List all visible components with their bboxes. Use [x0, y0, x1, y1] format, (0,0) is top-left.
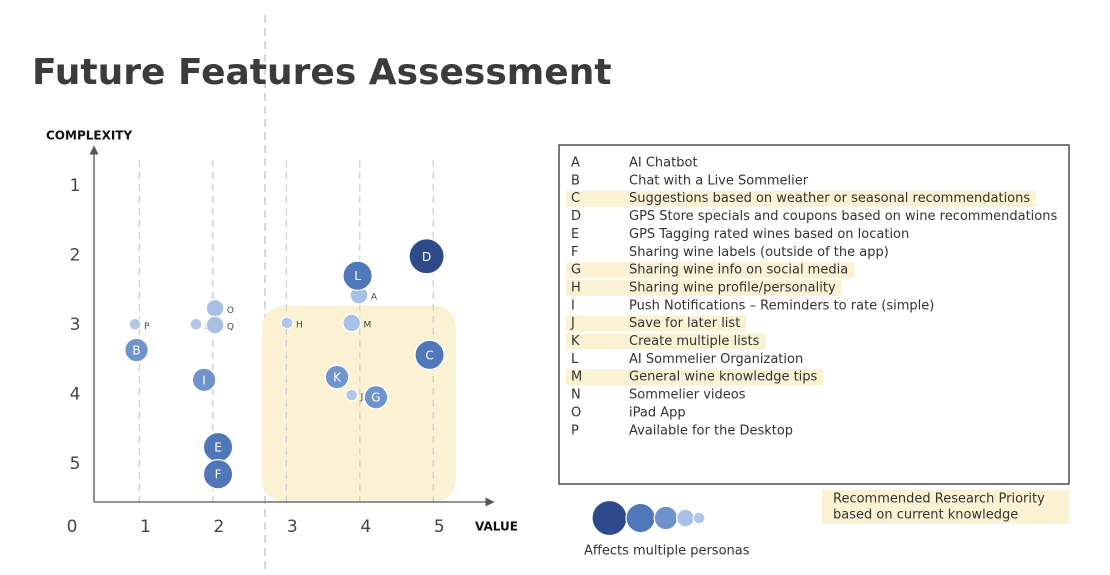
size-legend-bubble [591, 499, 628, 537]
size-legend-bubble [676, 508, 695, 528]
legend-key: E [571, 227, 579, 242]
slide-title: Future Features Assessment [32, 52, 612, 93]
x-tick-label: 1 [140, 517, 151, 537]
bubble-label: F [215, 468, 222, 482]
chart: 01234512345COMPLEXITYVALUEABCDEFGHIJKLMN… [46, 129, 518, 538]
legend-item: AI Chatbot [629, 156, 698, 171]
legend-item: Available for the Desktop [629, 423, 793, 438]
bubble [363, 384, 389, 410]
legend-key: H [571, 280, 581, 295]
feature-legend: A AI Chatbot B Chat with a Live Sommelier C S… [566, 156, 1057, 438]
bubble-label: C [425, 348, 433, 362]
legend-key: J [570, 316, 575, 331]
y-axis-title: COMPLEXITY [46, 129, 132, 143]
size-legend-bubble [692, 511, 706, 525]
legend-key: F [571, 245, 578, 260]
x-tick-label: 0 [67, 517, 78, 537]
bubble-label: J [360, 393, 364, 403]
x-tick-label: 2 [213, 517, 224, 537]
bubble-label: L [354, 269, 361, 283]
legend-key: P [571, 423, 579, 438]
y-tick-label: 1 [70, 176, 81, 196]
legend-key: K [571, 334, 580, 349]
legend-key: O [571, 405, 581, 420]
y-tick-label: 4 [70, 384, 81, 404]
row-highlight [566, 315, 747, 332]
legend-item: GPS Tagging rated wines based on locatio… [629, 227, 909, 242]
legend-key: D [571, 209, 581, 224]
bubble [342, 260, 373, 291]
bubble [205, 315, 225, 335]
legend-key: I [571, 298, 575, 313]
y-tick-label: 5 [70, 454, 81, 474]
legend-item: Sharing wine profile/personality [629, 280, 836, 295]
legend-key: L [571, 352, 579, 367]
bubble [189, 317, 203, 331]
legend-key: B [571, 173, 580, 188]
size-legend-bubble [625, 502, 656, 534]
x-tick-label: 5 [434, 517, 445, 537]
legend-item: GPS Store specials and coupons based on … [629, 209, 1057, 224]
bubble [345, 388, 359, 402]
bubble-label: M [364, 320, 372, 330]
legend-item: iPad App [629, 405, 686, 420]
bubble [280, 316, 294, 330]
legend-item: Create multiple lists [629, 334, 760, 349]
legend-item: Suggestions based on weather or seasonal… [629, 191, 1030, 206]
x-tick-label: 3 [287, 517, 298, 537]
row-highlight [566, 369, 824, 386]
bubble-label: D [422, 250, 431, 264]
bubble [324, 364, 350, 390]
legend-item: Sommelier videos [629, 388, 746, 403]
legend-key: N [571, 388, 581, 403]
size-legend-bubble [653, 505, 679, 531]
priority-note-box [822, 490, 1069, 524]
bubble-label: Q [227, 323, 234, 333]
bubble-label: B [132, 343, 140, 357]
legend-key: G [571, 263, 581, 278]
bubble-label: A [371, 293, 378, 303]
x-tick-label: 4 [360, 517, 371, 537]
bubble-label: I [202, 373, 206, 387]
legend-item: Save for later list [629, 316, 740, 331]
bubble [124, 337, 149, 363]
legend-key: C [571, 191, 580, 206]
legend-key: M [571, 370, 582, 385]
legend-item: AI Sommelier Organization [629, 352, 803, 367]
bubble [191, 367, 217, 393]
highlight-region [262, 305, 457, 502]
bubble-label: H [296, 320, 303, 330]
bubble-label: E [214, 441, 222, 455]
x-axis-title: VALUE [475, 520, 518, 534]
size-legend [591, 499, 706, 537]
priority-note-line: based on current knowledge [833, 508, 1018, 523]
y-tick-label: 2 [70, 246, 81, 266]
legend-key: A [571, 156, 580, 171]
bubble [414, 339, 445, 371]
bubble-label: K [333, 371, 342, 385]
bubble [128, 317, 142, 331]
size-legend-label: Affects multiple personas [584, 544, 750, 559]
y-tick-label: 3 [70, 315, 81, 335]
bubble [408, 238, 445, 275]
bubble [205, 298, 225, 318]
bubble [342, 313, 362, 333]
legend-item: Sharing wine labels (outside of the app) [629, 245, 889, 260]
legend-item: Push Notifications – Reminders to rate (… [629, 298, 934, 313]
legend-item: General wine knowledge tips [629, 370, 818, 385]
row-highlight [566, 190, 1037, 207]
bubble-label: O [227, 306, 234, 316]
bubble-label: G [371, 391, 380, 405]
bubble [202, 459, 234, 490]
legend-item: Chat with a Live Sommelier [629, 173, 809, 188]
row-highlight [566, 333, 766, 350]
bubble-label: P [144, 322, 150, 332]
priority-note-line: Recommended Research Priority [833, 492, 1045, 507]
row-highlight [566, 279, 842, 296]
row-highlight [566, 262, 855, 279]
legend-item: Sharing wine info on social media [629, 263, 848, 278]
